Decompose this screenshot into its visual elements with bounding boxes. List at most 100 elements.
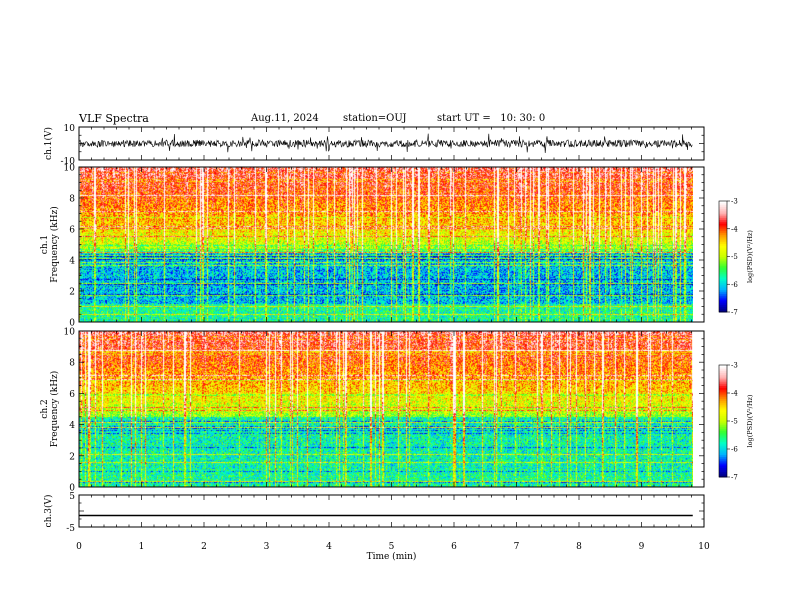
x-tick-label: 8 xyxy=(576,542,582,552)
colorbar-segment xyxy=(719,234,727,237)
colorbar-segment xyxy=(719,385,727,388)
colorbar-segment xyxy=(719,219,727,222)
colorbar-segment xyxy=(719,473,727,476)
colorbar-segment xyxy=(719,217,727,220)
colorbar-segment xyxy=(719,202,727,206)
colorbar-segment xyxy=(719,212,727,215)
colorbar-segment xyxy=(719,263,727,267)
y-tick-label: -10 xyxy=(61,157,76,167)
colorbar-segment xyxy=(719,387,727,390)
colorbar-segment xyxy=(719,289,727,293)
y-tick-label: 6 xyxy=(69,390,75,400)
y-tick-label: 2 xyxy=(69,452,75,462)
colorbar-segment xyxy=(719,302,727,306)
colorbar-segment xyxy=(719,230,727,233)
colorbar-segment xyxy=(719,449,727,452)
colorbar-segment xyxy=(719,284,727,287)
colorbar-segment xyxy=(719,300,727,304)
colorbar-segment xyxy=(719,434,727,437)
y-tick-label: 8 xyxy=(69,359,75,369)
colorbar-segment xyxy=(719,232,727,235)
colorbar-segment xyxy=(719,407,727,411)
colorbar-segment xyxy=(719,394,727,398)
colorbar-segment xyxy=(719,439,727,443)
colorbar-segment xyxy=(719,291,727,294)
colorbar-segment xyxy=(719,424,727,428)
colorbar-segment xyxy=(719,262,727,265)
colorbar-segment xyxy=(719,460,727,463)
colorbar-segment xyxy=(719,379,727,383)
colorbar-segment xyxy=(719,210,727,213)
colorbar-segment xyxy=(719,206,727,209)
colorbar-segment xyxy=(719,236,727,239)
colorbar-segment xyxy=(719,421,727,424)
y-tick-label: 0 xyxy=(69,484,75,494)
colorbar-segment xyxy=(719,419,727,422)
y-axis-label: ch.1(V) xyxy=(43,127,54,160)
colorbar-segment xyxy=(719,286,727,289)
plot-title: VLF Spectra xyxy=(79,112,149,125)
colorbar-segment xyxy=(719,297,727,300)
colorbar-tick-label: -7 xyxy=(731,309,738,317)
colorbar-segment xyxy=(719,413,727,416)
colorbar-tick-label: -5 xyxy=(731,418,738,426)
colorbar-segment xyxy=(719,406,727,409)
colorbar-tick-label: -7 xyxy=(731,474,738,482)
colorbar-segment xyxy=(719,465,727,469)
colorbar-segment xyxy=(719,308,727,311)
colorbar-segment xyxy=(719,463,727,467)
x-tick-label: 2 xyxy=(201,542,207,552)
colorbar-segment xyxy=(719,378,727,381)
ch2-spectrogram-raster xyxy=(79,331,693,487)
colorbar-segment xyxy=(719,250,727,254)
colorbar-segment xyxy=(719,452,727,456)
colorbar-segment xyxy=(719,282,727,285)
y-tick-label: -5 xyxy=(66,524,75,534)
x-tick-label: 9 xyxy=(639,542,645,552)
colorbar-segment xyxy=(719,458,727,461)
colorbar-segment xyxy=(719,445,727,448)
colorbar-segment xyxy=(719,271,727,274)
colorbar-segment xyxy=(719,450,727,454)
colorbar-segment xyxy=(719,422,727,426)
colorbar-segment xyxy=(719,389,727,392)
colorbar-segment xyxy=(719,456,727,459)
y-axis-label: ch.3(V) xyxy=(43,495,54,528)
colorbar-segment xyxy=(719,215,727,219)
colorbar-segment xyxy=(719,443,727,446)
colorbar-segment xyxy=(719,304,727,307)
colorbar-segment xyxy=(719,208,727,211)
colorbar-segment xyxy=(719,252,727,256)
y-tick-label: 2 xyxy=(69,288,75,298)
colorbar-segment xyxy=(719,243,727,246)
colorbar-tick-label: -3 xyxy=(731,198,738,206)
colorbar-segment xyxy=(719,226,727,230)
colorbar-segment xyxy=(719,223,727,226)
colorbar-segment xyxy=(719,428,727,431)
colorbar-segment xyxy=(719,228,727,232)
x-tick-label: 3 xyxy=(264,542,270,552)
colorbar-segment xyxy=(719,280,727,283)
station-label: station=OUJ xyxy=(343,113,407,124)
y-tick-label: 10 xyxy=(64,164,76,174)
y-tick-label: 0 xyxy=(69,319,75,329)
colorbar-segment xyxy=(719,402,727,405)
colorbar-segment xyxy=(719,430,727,433)
y-axis-label-channel: ch.1 xyxy=(40,235,50,254)
colorbar-segment xyxy=(719,276,727,280)
y-tick-label: 6 xyxy=(69,226,75,236)
colorbar-segment xyxy=(719,409,727,413)
colorbar-segment xyxy=(719,366,727,370)
colorbar-segment xyxy=(719,269,727,272)
colorbar-segment xyxy=(719,404,727,407)
colorbar-segment xyxy=(719,374,727,377)
colorbar-segment xyxy=(719,273,727,276)
start-time-label: start UT = 10: 30: 0 xyxy=(437,113,546,124)
colorbar-segment xyxy=(719,454,727,457)
colorbar-segment xyxy=(719,396,727,400)
colorbar-segment xyxy=(719,391,727,394)
colorbar-segment xyxy=(719,400,727,403)
colorbar-segment xyxy=(719,293,727,296)
colorbar-segment xyxy=(719,247,727,250)
